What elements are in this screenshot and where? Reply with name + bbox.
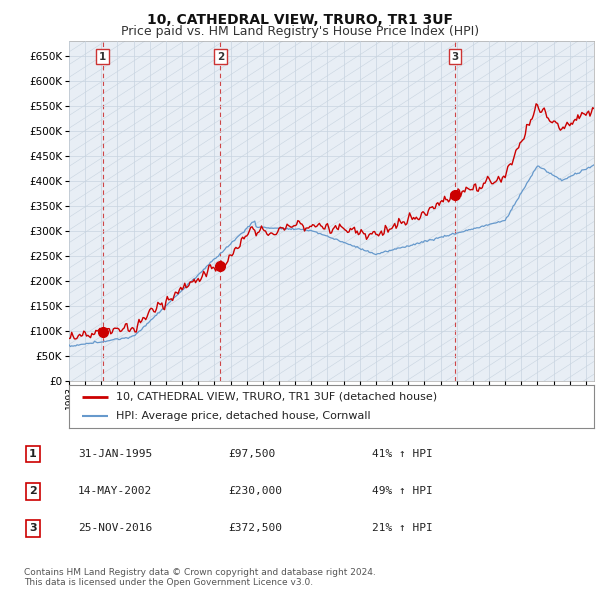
Text: 25-NOV-2016: 25-NOV-2016 xyxy=(78,523,152,533)
Text: 49% ↑ HPI: 49% ↑ HPI xyxy=(372,486,433,496)
Text: 14-MAY-2002: 14-MAY-2002 xyxy=(78,486,152,496)
Text: 21% ↑ HPI: 21% ↑ HPI xyxy=(372,523,433,533)
Text: HPI: Average price, detached house, Cornwall: HPI: Average price, detached house, Corn… xyxy=(116,411,371,421)
Text: £372,500: £372,500 xyxy=(228,523,282,533)
Text: Contains HM Land Registry data © Crown copyright and database right 2024.
This d: Contains HM Land Registry data © Crown c… xyxy=(24,568,376,587)
Text: 10, CATHEDRAL VIEW, TRURO, TR1 3UF: 10, CATHEDRAL VIEW, TRURO, TR1 3UF xyxy=(147,13,453,27)
Text: 3: 3 xyxy=(451,51,459,61)
Text: 2: 2 xyxy=(217,51,224,61)
Text: 3: 3 xyxy=(29,523,37,533)
Text: 1: 1 xyxy=(99,51,106,61)
Text: 1: 1 xyxy=(29,449,37,459)
Text: Price paid vs. HM Land Registry's House Price Index (HPI): Price paid vs. HM Land Registry's House … xyxy=(121,25,479,38)
Text: 10, CATHEDRAL VIEW, TRURO, TR1 3UF (detached house): 10, CATHEDRAL VIEW, TRURO, TR1 3UF (deta… xyxy=(116,392,437,402)
Text: £97,500: £97,500 xyxy=(228,449,275,459)
Text: 41% ↑ HPI: 41% ↑ HPI xyxy=(372,449,433,459)
Text: 2: 2 xyxy=(29,486,37,496)
Text: £230,000: £230,000 xyxy=(228,486,282,496)
Text: 31-JAN-1995: 31-JAN-1995 xyxy=(78,449,152,459)
